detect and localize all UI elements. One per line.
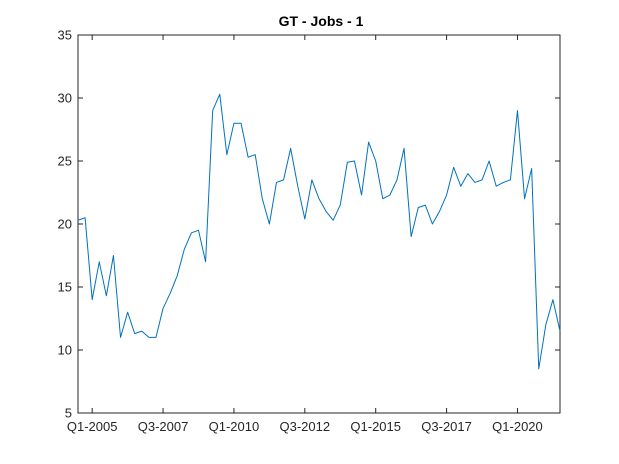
x-tick-label: Q1-2015 [350, 419, 401, 434]
x-tick-label: Q1-2010 [209, 419, 260, 434]
x-tick-label: Q3-2012 [280, 419, 331, 434]
x-axis: Q1-2005 Q3-2007 Q1-2010 Q3-2012 Q1-2015 Q3-20… [67, 35, 543, 434]
x-tick-label: Q3-2017 [421, 419, 472, 434]
y-tick-label: 10 [58, 343, 72, 358]
chart-title: GT - Jobs - 1 [279, 13, 364, 29]
series-layer [77, 93, 561, 370]
y-tick-label: 20 [58, 217, 72, 232]
series-line [77, 93, 561, 370]
x-tick-label: Q3-2007 [138, 419, 189, 434]
y-axis: 5 10 15 20 25 30 35 [58, 28, 560, 421]
x-tick-label: Q1-2005 [67, 419, 118, 434]
plot-area [77, 34, 561, 414]
y-tick-label: 35 [58, 28, 72, 43]
y-tick-label: 5 [65, 406, 72, 421]
x-tick-label: Q1-2020 [492, 419, 543, 434]
y-tick-label: 25 [58, 154, 72, 169]
y-tick-label: 30 [58, 91, 72, 106]
y-tick-label: 15 [58, 280, 72, 295]
